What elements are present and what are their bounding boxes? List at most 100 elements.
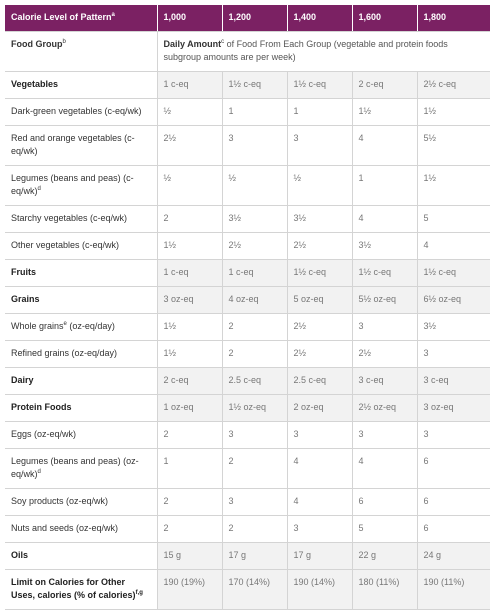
header-cell: Calorie Level of Patterna [5,5,158,32]
value-cell: 3 [352,421,418,449]
value-cell: 3 [417,340,490,368]
table-row: Nuts and seeds (oz-eq/wk) 2 2 3 5 6 [5,515,490,543]
row-label-cell: Red and orange vegetables (c-eq/wk) [5,125,158,166]
value-cell: ½ [157,165,223,206]
value-cell: 6½ oz-eq [417,286,490,314]
value-cell: 2½ [287,313,353,341]
table-row: Whole grainse (oz-eq/day) 1½ 2 2½ 3 3½ [5,313,490,341]
value-cell: 2 [157,515,223,543]
value-cell: 2 oz-eq [287,394,353,422]
value-cell: 6 [352,488,418,516]
value-cell: 1½ [157,340,223,368]
table-row: Eggs (oz-eq/wk) 2 3 3 3 3 [5,421,490,449]
value-cell: 170 (14%) [222,569,288,610]
value-cell: ½ [287,165,353,206]
value-cell: 1 c-eq [157,71,223,99]
value-cell: 190 (14%) [287,569,353,610]
daily-amount-cell: Daily Amountc of Food From Each Group (v… [157,31,490,72]
row-label: Fruits [11,267,37,277]
table-row: Dark-green vegetables (c-eq/wk) ½ 1 1 1½ 1½ [5,98,490,126]
value-cell: 2½ c-eq [417,71,490,99]
value-cell: 3 oz-eq [417,394,490,422]
value-cell: 3 c-eq [417,367,490,395]
row-label: Starchy vegetables (c-eq/wk) [11,213,128,223]
value-cell: 3 [287,421,353,449]
food-group-cell: Food Groupb [5,31,158,72]
value-cell: 1½ c-eq [352,259,418,287]
row-label: Oils [11,550,29,560]
row-label: Nuts and seeds (oz-eq/wk) [11,523,119,533]
column-header: 1,800 [417,5,490,32]
value-cell: 3 [352,313,418,341]
value-cell: 3 [287,515,353,543]
table-row: Starchy vegetables (c-eq/wk) 2 3½ 3½ 4 5 [5,205,490,233]
value-cell: 4 [352,205,418,233]
value-cell: 1½ oz-eq [222,394,288,422]
row-label-cell: Dark-green vegetables (c-eq/wk) [5,98,158,126]
row-label-cell: Protein Foods [5,394,158,422]
row-label: Eggs (oz-eq/wk) [11,429,77,439]
value-cell: 2½ [222,232,288,260]
row-label: Protein Foods [11,402,72,412]
value-cell: 2 [222,313,288,341]
food-group-row: Food Groupb Daily Amountc of Food From E… [5,31,490,72]
row-label: Other vegetables (c-eq/wk) [11,240,120,250]
value-cell: 4 [352,448,418,489]
value-cell: 1½ [417,98,490,126]
value-cell: 2½ oz-eq [352,394,418,422]
row-label: Dairy [11,375,34,385]
value-cell: 1½ [352,98,418,126]
row-label: Legumes (beans and peas) (c-eq/wk) [11,173,134,196]
table-row: Vegetables 1 c-eq 1½ c-eq 1½ c-eq 2 c-eq 2½ c… [5,71,490,99]
value-cell: 1 c-eq [222,259,288,287]
value-cell: 1 c-eq [157,259,223,287]
value-cell: 6 [417,448,490,489]
value-cell: ½ [222,165,288,206]
footnote-mark: d [37,469,41,475]
value-cell: 3½ [352,232,418,260]
value-cell: 4 [287,488,353,516]
table-row: Dairy 2 c-eq 2.5 c-eq 2.5 c-eq 3 c-eq 3 c-eq [5,367,490,395]
row-label: Limit on Calories for Other Uses, calori… [11,577,136,600]
value-cell: 24 g [417,542,490,570]
table-row: Legumes (beans and peas) (oz-eq/wk)d 1 2 4 4… [5,448,490,489]
value-cell: 2.5 c-eq [287,367,353,395]
value-cell: 2 c-eq [157,367,223,395]
header-label: Calorie Level of Pattern [11,12,112,22]
value-cell: 3½ [417,313,490,341]
table-row: Oils 15 g 17 g 17 g 22 g 24 g [5,542,490,570]
footnote-mark: d [37,186,41,192]
footnote-mark: b [62,39,66,45]
value-cell: 1½ c-eq [222,71,288,99]
value-cell: 2 [222,448,288,489]
header-row: Calorie Level of Patterna 1,000 1,200 1,40… [5,5,490,32]
column-header: 1,200 [222,5,288,32]
row-label-cell: Grains [5,286,158,314]
table-row: Protein Foods 1 oz-eq 1½ oz-eq 2 oz-eq 2½ oz… [5,394,490,422]
row-label-cell: Whole grainse (oz-eq/day) [5,313,158,341]
value-cell: 1 [157,448,223,489]
value-cell: 17 g [287,542,353,570]
value-cell: 6 [417,488,490,516]
value-cell: 5½ oz-eq [352,286,418,314]
value-cell: 180 (11%) [352,569,418,610]
row-label-suffix: (oz-eq/day) [66,321,115,331]
value-cell: 1½ c-eq [417,259,490,287]
value-cell: 3 [287,125,353,166]
row-label-cell: Legumes (beans and peas) (oz-eq/wk)d [5,448,158,489]
row-label-cell: Starchy vegetables (c-eq/wk) [5,205,158,233]
row-label-cell: Vegetables [5,71,158,99]
value-cell: 17 g [222,542,288,570]
value-cell: 2 [222,340,288,368]
table-row: Legumes (beans and peas) (c-eq/wk)d ½ ½ ½ 1 1… [5,165,490,206]
footnote-mark: a [111,12,115,18]
table-body: Food Groupb Daily Amountc of Food From E… [5,31,490,610]
row-label-cell: Dairy [5,367,158,395]
value-cell: 4 [287,448,353,489]
value-cell: 190 (11%) [417,569,490,610]
value-cell: 5 oz-eq [287,286,353,314]
value-cell: 3 [417,421,490,449]
value-cell: 1 [352,165,418,206]
value-cell: 5½ [417,125,490,166]
value-cell: 3½ [222,205,288,233]
